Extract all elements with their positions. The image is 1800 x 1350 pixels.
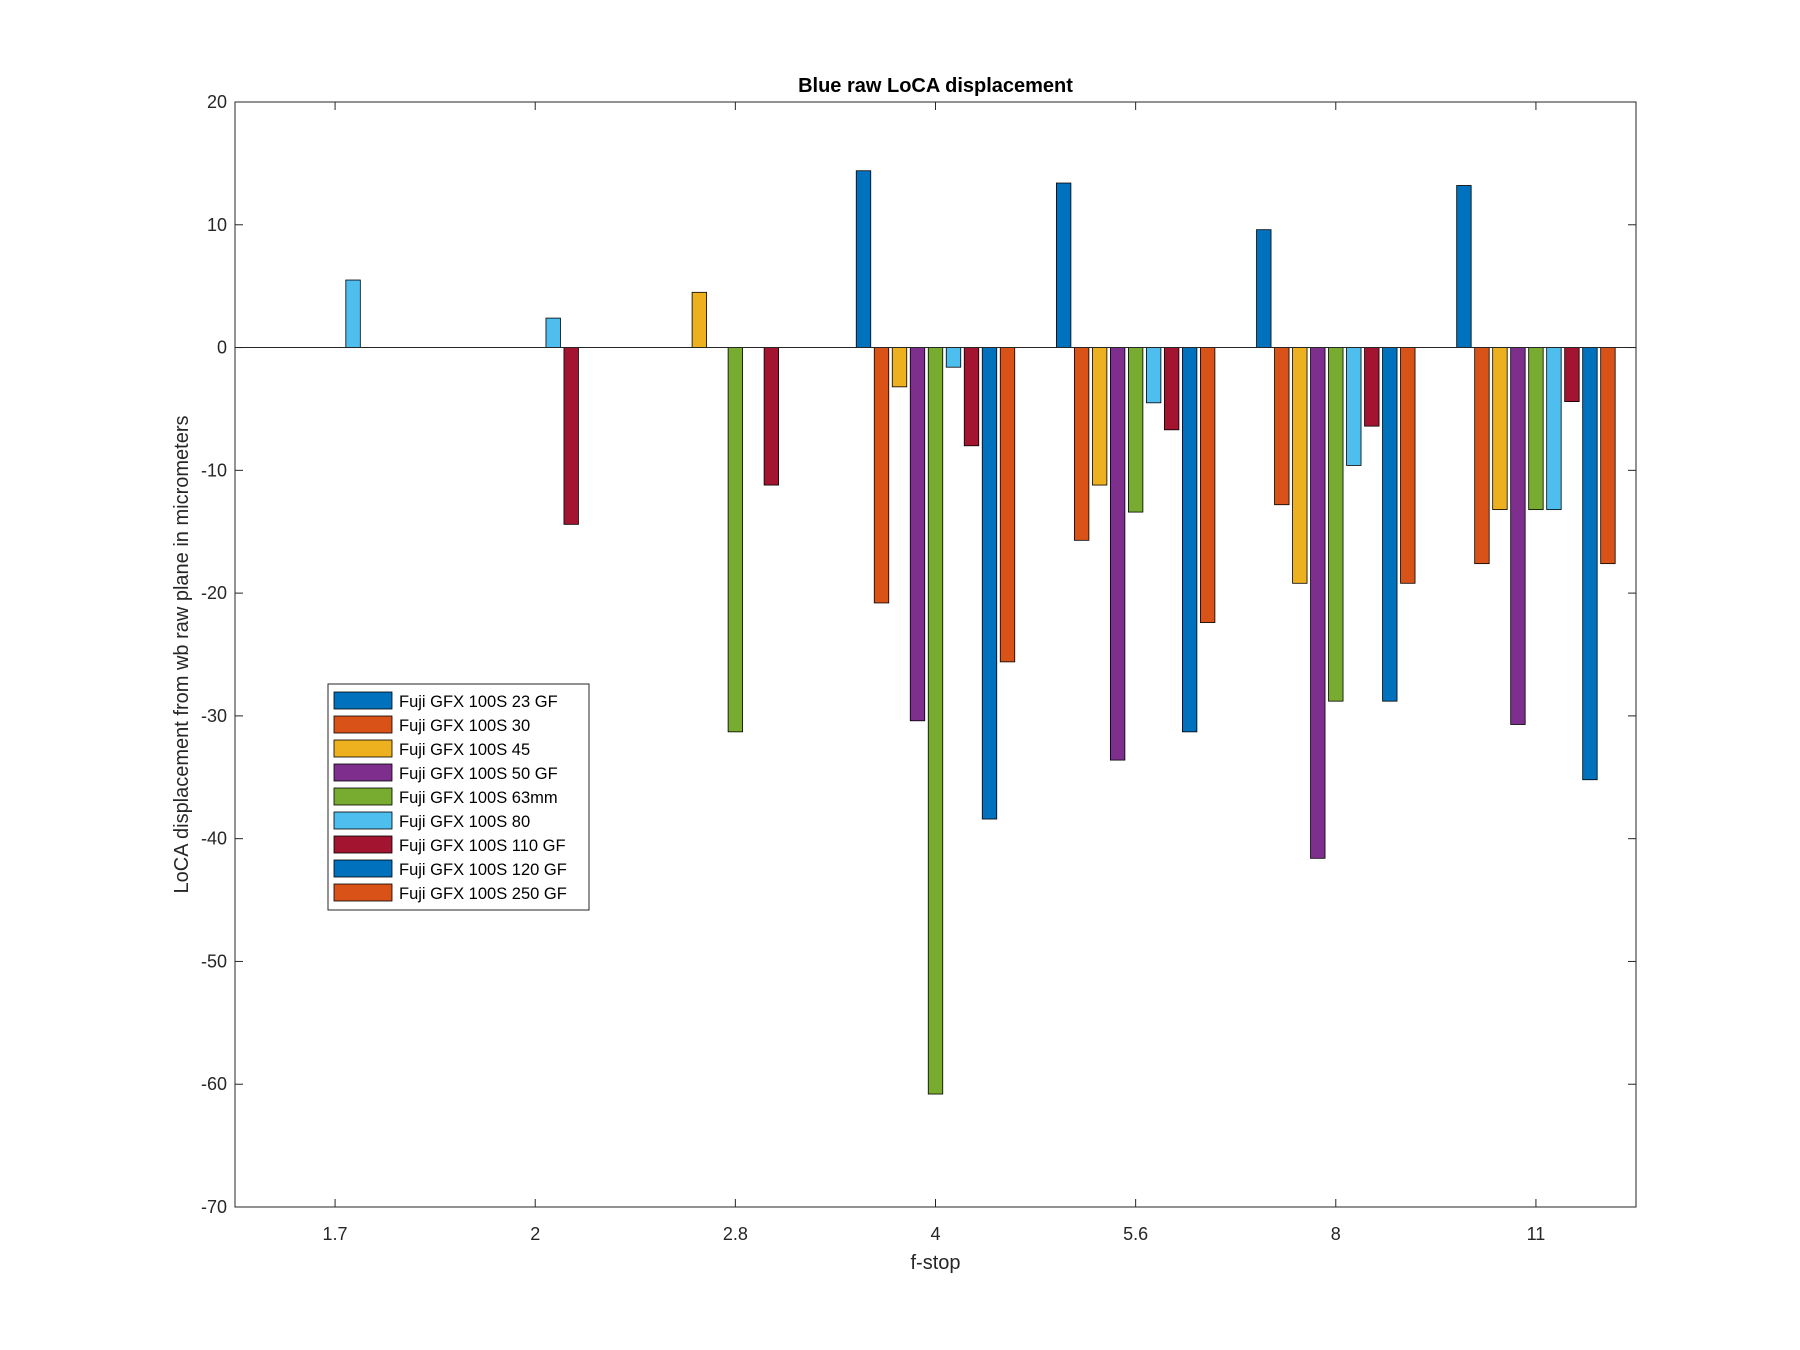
bar-3-2.8 bbox=[691, 291, 708, 348]
y-tick-label: -70 bbox=[201, 1197, 227, 1217]
bar-6-8 bbox=[1346, 347, 1362, 466]
legend-swatch bbox=[333, 787, 393, 806]
y-tick-label: -60 bbox=[201, 1074, 227, 1094]
y-tick-label: 0 bbox=[217, 338, 227, 358]
bar-1-11 bbox=[1456, 185, 1472, 348]
legend-item-label: Fuji GFX 100S 50 GF bbox=[399, 765, 558, 783]
bar-3-11 bbox=[1492, 347, 1508, 511]
x-tick-label: 1.7 bbox=[323, 1224, 348, 1244]
chart-title: Blue raw LoCA displacement bbox=[798, 75, 1073, 97]
bar-2-4 bbox=[873, 347, 890, 604]
bar-2-8 bbox=[1274, 347, 1290, 506]
bar-3-4 bbox=[891, 347, 908, 388]
legend-swatch bbox=[333, 811, 393, 830]
bar-3-5.6 bbox=[1091, 347, 1108, 486]
bar-5-4 bbox=[927, 347, 944, 1095]
bar-3-8 bbox=[1292, 347, 1308, 584]
legend-swatch bbox=[333, 715, 393, 734]
y-tick-label: -30 bbox=[201, 706, 227, 726]
bar-8-8 bbox=[1382, 347, 1398, 702]
bar-9-5.6 bbox=[1199, 347, 1216, 623]
bar-8-5.6 bbox=[1181, 347, 1198, 733]
bar-8-11 bbox=[1582, 347, 1598, 781]
bar-1-4 bbox=[855, 170, 872, 348]
legend-swatch bbox=[333, 691, 393, 710]
y-tick-label: -50 bbox=[201, 951, 227, 971]
bar-2-5.6 bbox=[1073, 347, 1090, 541]
bar-4-5.6 bbox=[1109, 347, 1126, 761]
bar-4-11 bbox=[1510, 347, 1526, 725]
bar-5-8 bbox=[1328, 347, 1344, 702]
bar-6-11 bbox=[1546, 347, 1562, 511]
x-tick-label: 8 bbox=[1331, 1224, 1341, 1244]
legend-swatch bbox=[333, 763, 393, 782]
legend-item-label: Fuji GFX 100S 63mm bbox=[399, 789, 558, 807]
bar-7-2 bbox=[563, 347, 579, 525]
legend: Fuji GFX 100S 23 GF Fuji GFX 100S 30 Fuji … bbox=[327, 683, 590, 911]
x-tick-label: 2.8 bbox=[723, 1224, 748, 1244]
y-tick-label: -10 bbox=[201, 460, 227, 480]
bar-1-8 bbox=[1256, 229, 1272, 348]
bar-5-5.6 bbox=[1127, 347, 1144, 513]
bar-2-11 bbox=[1474, 347, 1490, 565]
x-axis-label: f-stop bbox=[910, 1252, 960, 1274]
legend-item-label: Fuji GFX 100S 120 GF bbox=[399, 861, 567, 879]
y-tick-label: 10 bbox=[207, 215, 227, 235]
legend-item-label: Fuji GFX 100S 110 GF bbox=[399, 837, 566, 855]
y-tick-label: -20 bbox=[201, 583, 227, 603]
x-tick-label: 4 bbox=[930, 1224, 940, 1244]
legend-item-label: Fuji GFX 100S 30 bbox=[399, 717, 530, 735]
bar-6-5.6 bbox=[1145, 347, 1162, 404]
bar-9-8 bbox=[1400, 347, 1416, 584]
x-tick-label: 2 bbox=[530, 1224, 540, 1244]
x-axis: 1.7 2 2.8 4 5.6 8 11 bbox=[323, 102, 1546, 1244]
bar-1-5.6 bbox=[1055, 182, 1072, 348]
bar-6-4 bbox=[945, 347, 962, 368]
bar-7-2.8 bbox=[763, 347, 780, 486]
bar-4-4 bbox=[909, 347, 926, 722]
legend-item-label: Fuji GFX 100S 23 GF bbox=[399, 693, 558, 711]
bar-7-5.6 bbox=[1163, 347, 1180, 431]
bars-layer bbox=[345, 170, 1616, 1095]
legend-item-label: Fuji GFX 100S 250 GF bbox=[399, 885, 567, 903]
legend-swatch bbox=[333, 859, 393, 878]
y-tick-label: -40 bbox=[201, 829, 227, 849]
bar-7-11 bbox=[1564, 347, 1580, 402]
bar-8-4 bbox=[981, 347, 998, 820]
legend-item-label: Fuji GFX 100S 80 bbox=[399, 813, 530, 831]
bar-6-2 bbox=[545, 317, 561, 348]
bar-9-11 bbox=[1600, 347, 1616, 565]
y-axis: 20 10 0 -10 -20 -30 -40 -50 -60 -70 bbox=[201, 92, 1636, 1217]
bar-7-4 bbox=[963, 347, 980, 447]
bar-4-8 bbox=[1310, 347, 1326, 859]
bar-5-2.8 bbox=[727, 347, 744, 733]
x-tick-label: 5.6 bbox=[1123, 1224, 1148, 1244]
bar-9-4 bbox=[999, 347, 1016, 663]
legend-swatch bbox=[333, 883, 393, 902]
legend-swatch bbox=[333, 835, 393, 854]
y-tick-label: 20 bbox=[207, 92, 227, 112]
bar-6-1.7 bbox=[345, 279, 361, 348]
legend-swatch bbox=[333, 739, 393, 758]
bar-7-8 bbox=[1364, 347, 1380, 427]
y-axis-label: LoCA displacement from wb raw plane in m… bbox=[171, 416, 193, 894]
bar-5-11 bbox=[1528, 347, 1544, 511]
legend-item-label: Fuji GFX 100S 45 bbox=[399, 741, 530, 759]
x-tick-label: 11 bbox=[1527, 1224, 1546, 1244]
